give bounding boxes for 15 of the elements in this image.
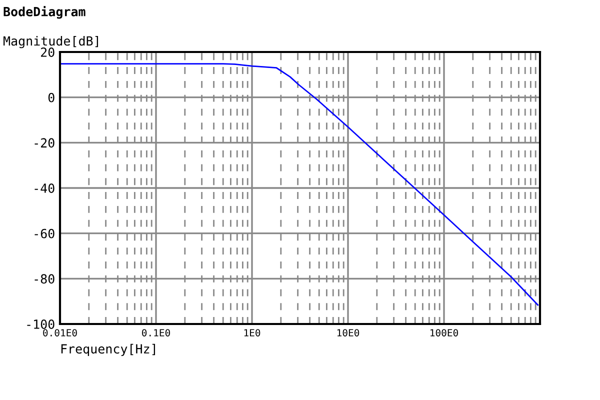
x-tick-label: 1E0 <box>244 329 260 336</box>
y-tick-label: 20 <box>41 48 54 57</box>
x-axis-title: Frequency[Hz] <box>61 344 156 356</box>
chart-title: BodeDiagram <box>4 6 86 19</box>
y-tick-label: -20 <box>34 138 54 148</box>
y-tick-label: -100 <box>27 320 54 329</box>
x-tick-label: 0.1E0 <box>142 329 170 336</box>
y-tick-label: -80 <box>34 274 54 284</box>
y-tick-label: -60 <box>34 228 54 238</box>
x-tick-label: 10E0 <box>337 329 360 336</box>
y-tick-label: 0 <box>48 92 54 102</box>
y-tick-label: -40 <box>34 184 54 193</box>
x-tick-label: 100E0 <box>430 329 458 336</box>
y-axis-title: Magnitude[dB] <box>4 36 98 48</box>
x-tick-label: 0.01E0 <box>43 329 77 336</box>
